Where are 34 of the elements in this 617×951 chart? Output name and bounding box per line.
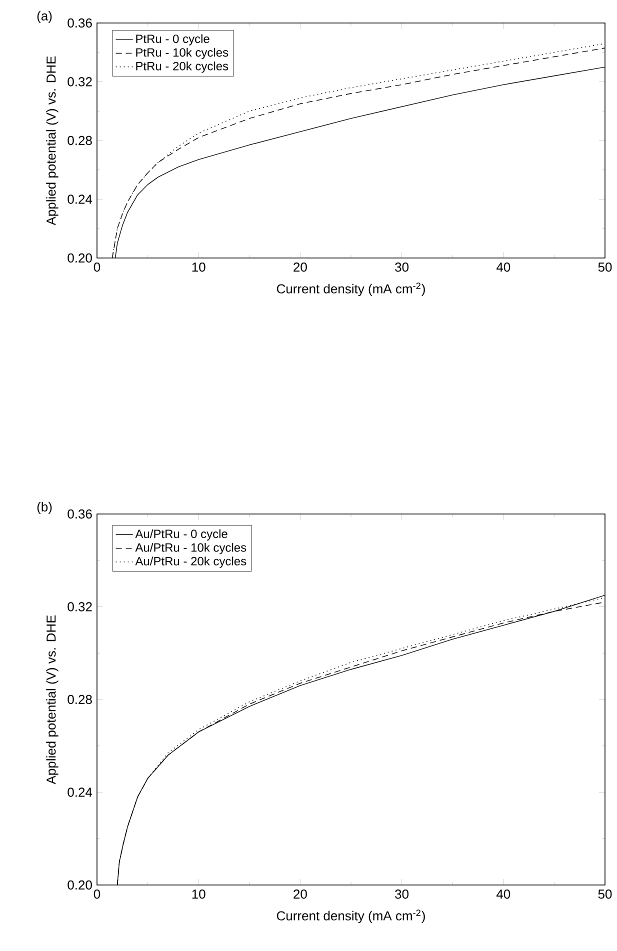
legend-label: Au/PtRu - 20k cycles bbox=[135, 556, 246, 568]
legend-label: Au/PtRu - 0 cycle bbox=[135, 529, 228, 541]
legend-label: PtRu - 0 cycle bbox=[136, 34, 210, 46]
legend-label: PtRu - 20k cycles bbox=[136, 62, 228, 73]
legend-label: Au/PtRu - 10k cycles bbox=[135, 542, 246, 554]
x-axis-title: Current density (mA cm$^{-2}$) bbox=[276, 282, 425, 296]
x-tick-label: 50 bbox=[598, 262, 612, 272]
y-tick-label: 0.36 bbox=[68, 18, 92, 28]
x-tick-label: 10 bbox=[192, 890, 206, 899]
y-tick-label: 0.28 bbox=[68, 136, 92, 146]
y-tick-label: 0.24 bbox=[68, 194, 92, 204]
x-tick-label: 30 bbox=[395, 262, 409, 272]
legend-label: PtRu - 10k cycles bbox=[136, 48, 228, 60]
y-tick-label: 0.32 bbox=[68, 602, 92, 612]
y-axis-title: Applied potential (V) vs. DHE bbox=[46, 615, 58, 784]
x-tick-label: 30 bbox=[395, 890, 409, 899]
y-tick-label: 0.36 bbox=[68, 509, 92, 519]
x-tick-label: 10 bbox=[192, 262, 206, 272]
x-tick-label: 50 bbox=[598, 890, 612, 899]
x-tick-label: 0 bbox=[94, 262, 100, 272]
x-tick-label: 20 bbox=[294, 262, 307, 272]
y-tick-label: 0.32 bbox=[68, 77, 92, 86]
x-axis-title: Current density (mA cm$^{-2}$) bbox=[276, 910, 425, 924]
y-tick-label: 0.28 bbox=[68, 694, 92, 704]
x-tick-label: 40 bbox=[496, 262, 510, 272]
y-axis-title: Applied potential (V) vs. DHE bbox=[46, 56, 58, 226]
x-tick-label: 0 bbox=[94, 890, 100, 899]
x-tick-label: 40 bbox=[496, 890, 510, 899]
chart-title: (b) bbox=[37, 502, 52, 514]
x-tick-label: 20 bbox=[294, 890, 307, 899]
chart-title: (a) bbox=[37, 10, 52, 24]
y-tick-label: 0.20 bbox=[68, 253, 92, 263]
y-tick-label: 0.20 bbox=[68, 880, 92, 890]
y-tick-label: 0.24 bbox=[68, 788, 92, 797]
